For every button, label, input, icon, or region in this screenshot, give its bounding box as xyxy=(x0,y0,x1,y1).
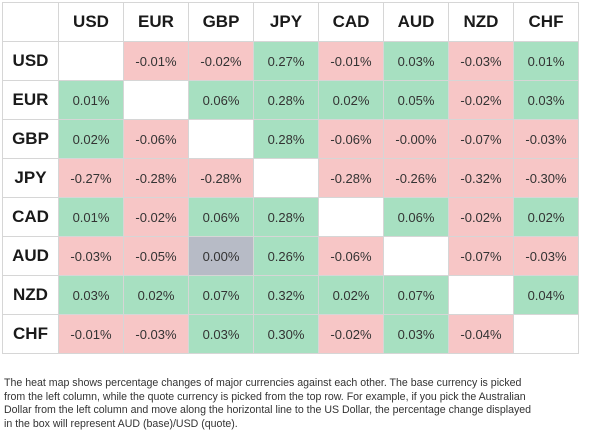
heatmap-body: USD -0.01% -0.02% 0.27% -0.01% 0.03% -0.03% 0.0… xyxy=(2,41,579,354)
heatmap-cell[interactable]: -0.05% xyxy=(123,236,189,276)
heatmap-cell[interactable]: 0.01% xyxy=(58,197,124,237)
heatmap-cell[interactable]: -0.27% xyxy=(58,158,124,198)
heatmap-cell[interactable]: -0.28% xyxy=(123,158,189,198)
col-header-aud: AUD xyxy=(383,2,449,42)
caption-line: The heat map shows percentage changes of… xyxy=(4,377,522,389)
heatmap-cell[interactable]: -0.28% xyxy=(188,158,254,198)
col-header-gbp: GBP xyxy=(188,2,254,42)
heatmap-cell[interactable]: -0.04% xyxy=(448,314,514,354)
heatmap-cell[interactable]: 0.06% xyxy=(383,197,449,237)
heatmap-cell[interactable]: -0.26% xyxy=(383,158,449,198)
col-header-eur: EUR xyxy=(123,2,189,42)
col-header-usd: USD xyxy=(58,2,124,42)
row-header-usd: USD xyxy=(2,41,59,81)
col-header-chf: CHF xyxy=(513,2,579,42)
heatmap-cell[interactable]: -0.01% xyxy=(58,314,124,354)
caption-line: from the left column, while the quote cu… xyxy=(4,390,526,403)
heatmap-cell[interactable]: -0.30% xyxy=(513,158,579,198)
heatmap-cell[interactable]: 0.03% xyxy=(188,314,254,354)
row-header-gbp: GBP xyxy=(2,119,59,159)
table-row: GBP 0.02% -0.06% 0.28% -0.06% -0.00% -0.07% -0.… xyxy=(2,119,579,159)
heatmap-cell[interactable]: -0.02% xyxy=(188,41,254,81)
heatmap-cell[interactable]: -0.03% xyxy=(513,119,579,159)
heatmap-cell[interactable]: 0.30% xyxy=(253,314,319,354)
row-header-jpy: JPY xyxy=(2,158,59,198)
heatmap-cell[interactable]: 0.02% xyxy=(513,197,579,237)
heatmap-cell[interactable]: 0.02% xyxy=(318,80,384,120)
heatmap-cell[interactable]: 0.01% xyxy=(513,41,579,81)
heatmap-cell[interactable]: -0.02% xyxy=(448,197,514,237)
empty-diagonal-cell[interactable] xyxy=(448,275,514,315)
heatmap-cell[interactable]: 0.32% xyxy=(253,275,319,315)
heatmap-cell[interactable]: -0.02% xyxy=(448,80,514,120)
col-header-jpy: JPY xyxy=(253,2,319,42)
col-header-cad: CAD xyxy=(318,2,384,42)
heatmap-cell[interactable]: -0.03% xyxy=(123,314,189,354)
row-header-aud: AUD xyxy=(2,236,59,276)
heatmap-cell[interactable]: 0.28% xyxy=(253,197,319,237)
heatmap-cell[interactable]: 0.03% xyxy=(58,275,124,315)
row-header-eur: EUR xyxy=(2,80,59,120)
heatmap-cell[interactable]: -0.32% xyxy=(448,158,514,198)
heatmap-cell[interactable]: 0.07% xyxy=(383,275,449,315)
empty-diagonal-cell[interactable] xyxy=(123,80,189,120)
table-row: JPY -0.27% -0.28% -0.28% -0.28% -0.26% -0.32% -… xyxy=(2,158,579,198)
heatmap-cell[interactable]: -0.03% xyxy=(58,236,124,276)
heatmap-cell[interactable]: -0.03% xyxy=(448,41,514,81)
heatmap-cell[interactable]: 0.03% xyxy=(513,80,579,120)
empty-diagonal-cell[interactable] xyxy=(513,314,579,354)
table-row: EUR 0.01% 0.06% 0.28% 0.02% 0.05% -0.02% 0.03% xyxy=(2,80,579,120)
heatmap-cell[interactable]: -0.28% xyxy=(318,158,384,198)
heatmap-cell[interactable]: 0.02% xyxy=(58,119,124,159)
heatmap-cell[interactable]: 0.02% xyxy=(318,275,384,315)
heatmap-cell[interactable]: 0.02% xyxy=(123,275,189,315)
heatmap-cell[interactable]: 0.00% xyxy=(188,236,254,276)
caption-line: in the box will represent AUD (base)/USD… xyxy=(4,417,238,430)
heatmap-cell[interactable]: 0.26% xyxy=(253,236,319,276)
heatmap-cell[interactable]: -0.06% xyxy=(318,236,384,276)
caption-line: Dollar from the left column and move alo… xyxy=(4,404,532,417)
heatmap-cell[interactable]: 0.03% xyxy=(383,314,449,354)
table-row: CHF -0.01% -0.03% 0.03% 0.30% -0.02% 0.03% -0.0… xyxy=(2,314,579,354)
heatmap-cell[interactable]: 0.01% xyxy=(58,80,124,120)
table-row: CAD 0.01% -0.02% 0.06% 0.28% 0.06% -0.02% 0.02% xyxy=(2,197,579,237)
corner-cell xyxy=(2,2,59,42)
heatmap-cell[interactable]: -0.02% xyxy=(123,197,189,237)
heatmap-cell[interactable]: 0.28% xyxy=(253,80,319,120)
heatmap-cell[interactable]: 0.07% xyxy=(188,275,254,315)
empty-diagonal-cell[interactable] xyxy=(253,158,319,198)
heatmap-cell[interactable]: 0.03% xyxy=(383,41,449,81)
row-header-chf: CHF xyxy=(2,314,59,354)
row-header-nzd: NZD xyxy=(2,275,59,315)
heatmap-cell[interactable]: -0.00% xyxy=(383,119,449,159)
heatmap-cell[interactable]: -0.07% xyxy=(448,119,514,159)
heatmap-cell[interactable]: -0.02% xyxy=(318,314,384,354)
heatmap-cell[interactable]: -0.06% xyxy=(123,119,189,159)
table-row: NZD 0.03% 0.02% 0.07% 0.32% 0.02% 0.07% 0.04% xyxy=(2,275,579,315)
heatmap-cell[interactable]: 0.06% xyxy=(188,80,254,120)
empty-diagonal-cell[interactable] xyxy=(318,197,384,237)
col-header-nzd: NZD xyxy=(448,2,514,42)
currency-heatmap-table: USD EUR GBP JPY CAD AUD NZD CHF USD -0.01… xyxy=(2,2,579,354)
heatmap-cell[interactable]: 0.27% xyxy=(253,41,319,81)
table-row: AUD -0.03% -0.05% 0.00% 0.26% -0.06% -0.07% -0.… xyxy=(2,236,579,276)
heatmap-caption: The heat map shows percentage changes of… xyxy=(4,377,592,431)
table-row: USD -0.01% -0.02% 0.27% -0.01% 0.03% -0.03% 0.0… xyxy=(2,41,579,81)
heatmap-cell[interactable]: -0.03% xyxy=(513,236,579,276)
row-header-cad: CAD xyxy=(2,197,59,237)
heatmap-cell[interactable]: -0.01% xyxy=(123,41,189,81)
heatmap-cell[interactable]: 0.06% xyxy=(188,197,254,237)
heatmap-cell[interactable]: -0.06% xyxy=(318,119,384,159)
heatmap-cell[interactable]: 0.04% xyxy=(513,275,579,315)
heatmap-cell[interactable]: 0.28% xyxy=(253,119,319,159)
heatmap-cell[interactable]: 0.05% xyxy=(383,80,449,120)
heatmap-cell[interactable]: -0.01% xyxy=(318,41,384,81)
empty-diagonal-cell[interactable] xyxy=(58,41,124,81)
empty-diagonal-cell[interactable] xyxy=(188,119,254,159)
heatmap-cell[interactable]: -0.07% xyxy=(448,236,514,276)
header-row: USD EUR GBP JPY CAD AUD NZD CHF xyxy=(2,2,579,42)
empty-diagonal-cell[interactable] xyxy=(383,236,449,276)
